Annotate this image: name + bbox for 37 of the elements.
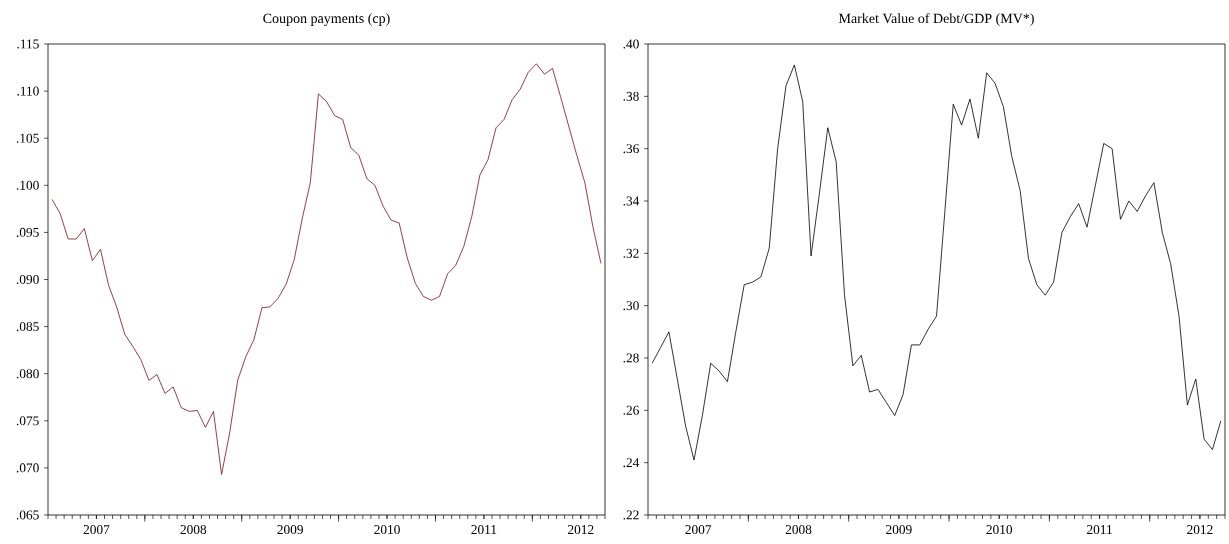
y-tick-label: .26 [623, 405, 639, 415]
x-tick-label: 2007 [685, 525, 712, 535]
y-tick-label: .30 [623, 301, 639, 311]
line-series [651, 64, 1222, 461]
x-tick-label: 2011 [1087, 525, 1112, 535]
y-tick-label: .065 [16, 510, 39, 520]
x-tick-label: 2009 [277, 525, 303, 535]
x-tick-label: 2012 [568, 525, 594, 535]
y-tick-label: .28 [623, 353, 639, 363]
y-tick-label: .075 [16, 416, 39, 426]
chart-title: Market Value of Debt/GDP (MV*) [838, 13, 1034, 26]
y-tick-label: .085 [16, 322, 39, 332]
y-tick-label: .080 [16, 369, 39, 379]
y-tick-label: .110 [17, 86, 39, 96]
y-tick-label: .100 [16, 180, 39, 190]
y-tick-label: .070 [16, 463, 39, 473]
line-series [51, 63, 602, 475]
y-tick-label: .36 [623, 144, 639, 154]
x-tick-label: 2009 [886, 525, 912, 535]
y-tick-label: .24 [623, 458, 640, 468]
y-tick-label: .115 [17, 39, 39, 49]
y-tick-label: .22 [623, 510, 639, 520]
x-tick-label: 2010 [374, 525, 400, 535]
chart-title: Coupon payments (cp) [263, 13, 390, 26]
y-tick-label: .090 [16, 274, 39, 285]
y-tick-label: .32 [623, 248, 639, 258]
y-tick-label: .105 [16, 133, 39, 143]
y-tick-label: .34 [623, 196, 640, 206]
y-tick-label: .095 [16, 227, 39, 237]
x-tick-label: 2011 [471, 525, 497, 535]
x-tick-label: 2007 [83, 525, 110, 535]
y-tick-label: .38 [623, 91, 639, 101]
x-tick-label: 2012 [1187, 525, 1213, 535]
x-tick-label: 2008 [785, 525, 812, 535]
x-tick-label: 2010 [986, 525, 1013, 535]
x-tick-label: 2008 [180, 525, 207, 535]
y-tick-label: .40 [623, 39, 639, 49]
